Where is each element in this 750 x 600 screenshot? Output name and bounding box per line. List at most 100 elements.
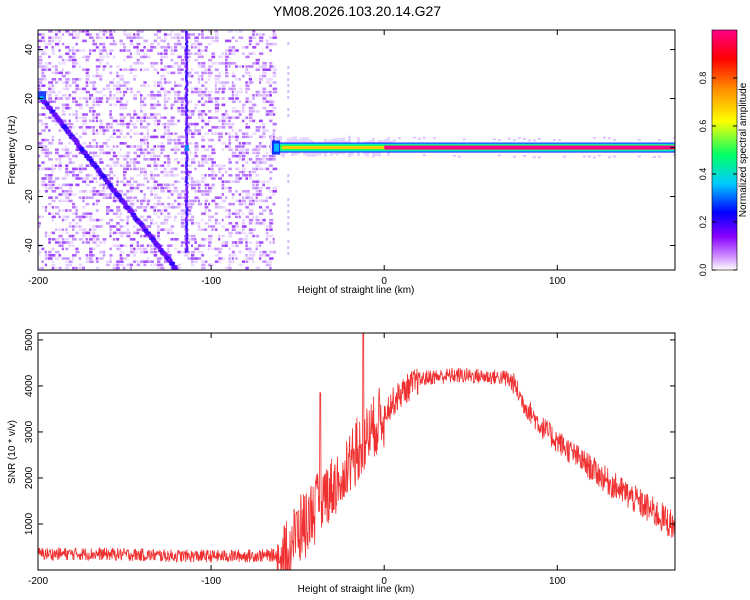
noise-cell <box>228 119 231 123</box>
noise-cell <box>153 116 157 119</box>
noise-cell <box>146 186 150 190</box>
noise-cell <box>255 241 260 244</box>
noise-cell <box>272 65 276 68</box>
noise-cell <box>150 42 154 46</box>
noise-cell <box>102 186 105 190</box>
noise-cell <box>191 254 195 257</box>
noise-cell <box>95 180 99 183</box>
noise-cell <box>174 158 179 161</box>
chart-title: YM08.2026.103.20.14.G27 <box>273 3 441 19</box>
noise-cell <box>143 39 149 43</box>
noise-cell <box>123 257 128 260</box>
noise-cell <box>191 68 194 71</box>
noise-cell <box>174 49 178 52</box>
noise-cell <box>242 46 246 49</box>
noise-cell <box>38 33 43 36</box>
noise-cell <box>259 250 263 254</box>
noise-cell <box>82 87 87 91</box>
noise-cell <box>82 68 86 71</box>
noise-cell <box>61 58 65 62</box>
noise-cell <box>218 119 221 123</box>
noise-cell <box>146 49 152 52</box>
noise-cell <box>72 167 77 171</box>
noise-cell <box>265 39 269 43</box>
noise-cell <box>68 84 72 87</box>
noise-cell <box>109 97 113 100</box>
noise-cell <box>174 142 177 145</box>
noise-cell <box>143 206 148 209</box>
noise-cell <box>153 222 158 225</box>
noise-cell <box>72 234 75 238</box>
noise-cell <box>287 198 290 201</box>
noise-cell <box>119 122 125 126</box>
noise-cell <box>136 49 140 52</box>
noise-cell <box>129 145 133 148</box>
noise-cell <box>136 30 140 33</box>
noise-cell <box>201 138 205 142</box>
noise-cell <box>252 254 256 257</box>
noise-cell <box>214 116 219 119</box>
vertical-trace-cell <box>185 238 188 242</box>
noise-cell <box>123 266 126 270</box>
noise-cell <box>157 42 161 46</box>
noise-cell <box>231 62 237 65</box>
noise-cell <box>51 39 55 43</box>
noise-cell <box>99 129 102 132</box>
noise-cell <box>187 212 192 215</box>
noise-cell <box>197 180 202 183</box>
noise-cell <box>51 116 55 119</box>
noise-cell <box>242 145 245 148</box>
noise-cell <box>41 49 46 52</box>
noise-cell <box>248 241 253 244</box>
noise-cell <box>133 247 136 251</box>
noise-cell <box>41 266 44 270</box>
noise-cell <box>136 132 141 135</box>
noise-cell <box>245 68 249 71</box>
vertical-trace-cell <box>185 64 188 67</box>
noise-cell <box>201 212 206 215</box>
noise-cell <box>109 90 112 94</box>
noise-cell <box>92 84 95 87</box>
noise-cell <box>143 151 148 155</box>
noise-cell <box>106 209 109 212</box>
noise-cell <box>201 36 204 39</box>
noise-cell <box>160 202 165 206</box>
noise-cell <box>228 135 232 139</box>
noise-cell <box>269 225 272 228</box>
noise-cell <box>92 151 98 155</box>
noise-cell <box>75 49 80 52</box>
noise-cell <box>75 222 79 225</box>
y-tick-label: 40 <box>24 44 35 56</box>
noise-cell <box>235 116 240 119</box>
noise-cell <box>150 247 153 251</box>
noise-cell <box>218 206 223 209</box>
noise-cell <box>92 113 95 116</box>
noise-cell <box>238 87 243 91</box>
noise-cell <box>204 209 207 212</box>
noise-cell <box>201 180 205 183</box>
noise-cell <box>170 193 174 196</box>
noise-cell <box>157 164 161 167</box>
noise-cell <box>133 158 137 161</box>
noise-cell <box>269 42 274 46</box>
noise-cell <box>65 170 69 174</box>
noise-cell <box>248 74 252 78</box>
carrier-halo-cell <box>557 139 561 142</box>
noise-cell <box>58 164 62 167</box>
noise-cell <box>242 135 246 139</box>
noise-cell <box>262 222 265 225</box>
noise-cell <box>265 94 269 97</box>
noise-cell <box>238 113 242 116</box>
noise-cell <box>119 97 124 100</box>
noise-cell <box>248 254 252 257</box>
noise-cell <box>265 151 269 155</box>
noise-cell <box>245 260 249 263</box>
noise-cell <box>204 113 208 116</box>
noise-cell <box>75 110 78 113</box>
noise-cell <box>238 65 242 68</box>
noise-cell <box>180 58 185 62</box>
diagonal-trace-cell <box>89 158 94 163</box>
noise-cell <box>153 206 157 209</box>
noise-cell <box>48 81 53 84</box>
noise-cell <box>208 116 212 119</box>
